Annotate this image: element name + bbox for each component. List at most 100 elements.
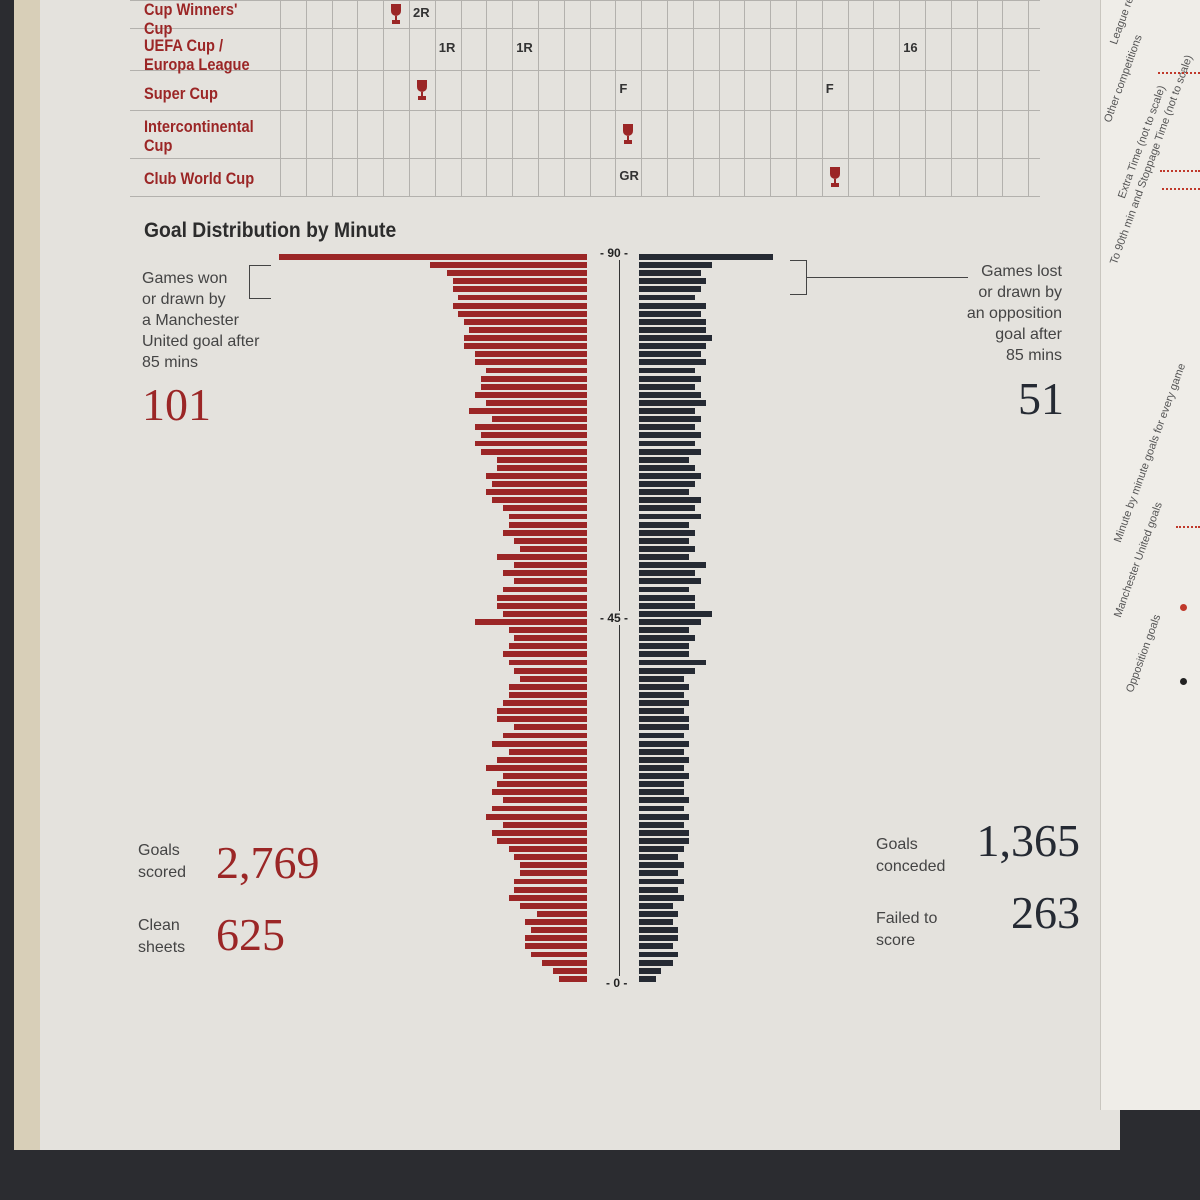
united-goals-bar	[458, 310, 587, 317]
result-mark: 1R	[438, 40, 456, 55]
united-goals-bar	[503, 651, 587, 658]
opposition-goals-bar	[639, 546, 695, 552]
united-goals-bar	[452, 278, 587, 285]
opposition-goals-bar	[639, 821, 684, 828]
united-goals-bar	[503, 821, 587, 828]
opposition-goals-bar	[639, 278, 707, 285]
table-gridline	[280, 0, 281, 196]
competition-label: UEFA Cup / Europa League	[144, 36, 250, 74]
goals_conceded_label-line: Goals	[876, 836, 918, 853]
united-goals-bar	[508, 513, 587, 520]
left_annotation-line: a Manchester	[142, 312, 239, 329]
opposition-goals-bar	[639, 683, 690, 690]
united-goals-bar	[447, 270, 587, 277]
opposition-goals-bar	[639, 464, 695, 471]
chart-title: Goal Distribution by Minute	[144, 219, 397, 242]
opposition-goals-bar	[639, 789, 684, 796]
table-gridline	[667, 0, 668, 196]
opposition-goals-bar	[639, 838, 690, 844]
table-gridline	[130, 110, 1040, 111]
minute-tick-label: - 45 -	[599, 611, 630, 625]
opposition-goals-bar	[639, 497, 701, 504]
goals_scored_label-line: Goals	[138, 842, 180, 859]
table-gridline	[130, 70, 1040, 71]
opposition-goals-bar	[639, 537, 690, 544]
trophy-icon	[623, 124, 634, 144]
right-bracket-leader	[806, 277, 968, 278]
opposition-goals-bar	[639, 829, 690, 836]
opposition-goals-bar	[639, 667, 695, 674]
table-gridline	[796, 0, 797, 196]
opposition-goals-bar	[639, 416, 701, 423]
competition-label: Intercontinental Cup	[144, 117, 254, 155]
united-goals-bar	[458, 294, 587, 301]
opposition-goals-bar	[639, 529, 695, 536]
united-goals-bar	[559, 975, 587, 982]
failed-to-score-value: 263	[1011, 887, 1080, 938]
right_annotation-line: Games lost	[981, 263, 1062, 280]
table-gridline	[130, 158, 1040, 159]
united-goals-bar	[430, 262, 587, 269]
opposition-goals-bar	[639, 773, 690, 780]
opposition-goals-dot	[1180, 678, 1187, 685]
minute-tick-label: - 0 -	[605, 976, 629, 990]
united-goals-bar	[514, 886, 587, 893]
united-goals-bar	[475, 359, 587, 366]
result-mark: F	[619, 81, 628, 96]
united-goals-bar	[508, 521, 587, 528]
united-goals-bar	[463, 335, 587, 342]
united-goals-bar	[508, 659, 587, 666]
table-gridline	[925, 0, 926, 196]
opposition-goals-bar	[639, 651, 690, 658]
result-mark: 16	[903, 40, 918, 55]
table-gridline	[821, 0, 823, 196]
opposition-goals-bar	[639, 967, 662, 974]
opposition-goals-bar	[639, 489, 690, 496]
united-goals-bar	[503, 610, 587, 617]
table-gridline	[130, 196, 1040, 197]
opposition-goals-bar	[639, 716, 690, 723]
united-goals-bar	[542, 959, 587, 966]
united-goals-bar	[497, 594, 587, 601]
table-gridline	[615, 0, 617, 196]
opposition-goals-bar	[639, 781, 684, 788]
table-gridline	[718, 0, 720, 196]
result-mark: 1R	[516, 40, 533, 55]
table-gridline	[976, 0, 978, 196]
left_annotation-line: United goal after	[142, 333, 260, 350]
opposition-goals-bar	[639, 911, 679, 917]
opposition-goals-bar	[639, 424, 695, 431]
united-goals-bar	[508, 627, 587, 634]
united-goals-bar	[491, 805, 587, 812]
opposition-goals-bar	[639, 318, 707, 325]
united-goals-bar	[497, 781, 587, 788]
united-goals-bar	[519, 675, 587, 682]
clean_sheets_label-line: Clean	[138, 917, 180, 934]
table-gridline	[641, 0, 643, 196]
united-goals-bar	[514, 635, 587, 642]
opposition-goals-bar	[639, 327, 707, 333]
opposition-goals-bar	[639, 440, 695, 447]
united-goals-bar	[531, 927, 587, 934]
united-goals-bar	[480, 383, 587, 390]
failed-to-score-label: Failed to score	[876, 908, 937, 952]
opposition-goals-bar	[639, 594, 695, 601]
united-goals-bar	[508, 692, 587, 698]
opposition-goals-bar	[639, 935, 679, 942]
united-goals-bar	[525, 935, 587, 942]
table-gridline	[1002, 0, 1004, 196]
goals_scored_label-line: scored	[138, 864, 187, 881]
right_annotation-line: an opposition	[966, 305, 1062, 322]
united-goals-bar	[491, 829, 587, 836]
united-goals-bar	[491, 740, 587, 747]
dotted-leader	[1158, 72, 1200, 74]
table-gridline	[538, 0, 539, 196]
united-goals-bar	[514, 667, 587, 674]
right_annotation-line: 85 mins	[1005, 347, 1062, 364]
opposition-goals-bar	[639, 797, 690, 804]
table-gridline	[589, 0, 591, 196]
opposition-goals-bar	[639, 302, 707, 309]
united-goals-bar	[519, 902, 587, 909]
opposition-goals-bar	[639, 351, 701, 358]
opposition-goals-bar	[639, 456, 690, 463]
